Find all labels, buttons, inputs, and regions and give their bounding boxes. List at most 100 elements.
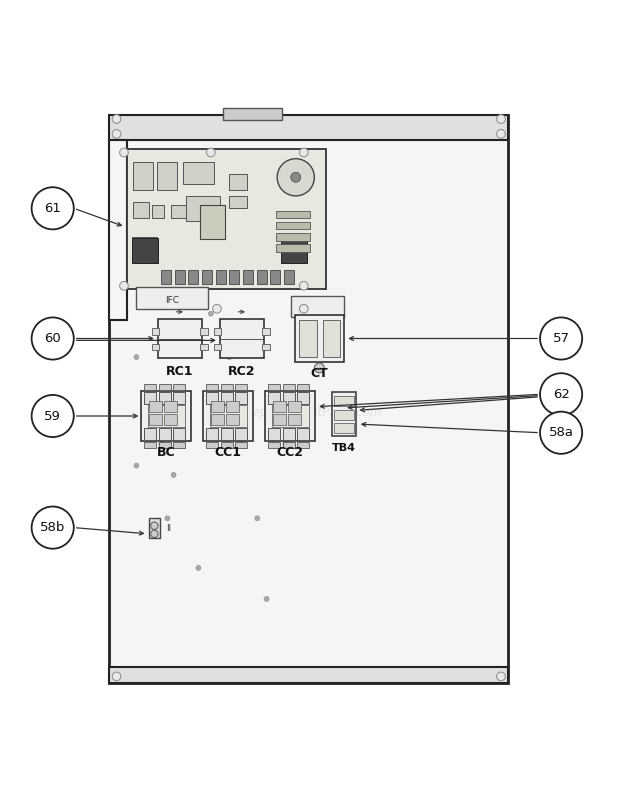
Bar: [152, 205, 164, 218]
Circle shape: [151, 530, 158, 537]
Circle shape: [497, 672, 505, 681]
Bar: [144, 384, 156, 390]
Bar: [157, 162, 177, 190]
Text: eReplacementParts.com: eReplacementParts.com: [238, 406, 382, 420]
Bar: [206, 429, 218, 440]
Bar: [159, 392, 171, 404]
Bar: [161, 270, 171, 284]
Circle shape: [32, 395, 74, 437]
Text: CC2: CC2: [277, 446, 304, 460]
Circle shape: [171, 473, 176, 477]
Bar: [216, 270, 226, 284]
Circle shape: [32, 317, 74, 360]
Bar: [281, 238, 307, 263]
Bar: [159, 384, 171, 390]
Bar: [174, 392, 185, 404]
Circle shape: [540, 373, 582, 416]
Text: CC1: CC1: [215, 446, 242, 460]
Circle shape: [112, 115, 121, 123]
Circle shape: [299, 148, 308, 157]
Text: 60: 60: [44, 332, 61, 345]
Circle shape: [134, 463, 139, 468]
Bar: [200, 205, 225, 239]
Circle shape: [299, 281, 308, 290]
Bar: [148, 405, 185, 427]
Bar: [265, 391, 315, 441]
Bar: [268, 384, 280, 390]
Bar: [164, 400, 177, 412]
Circle shape: [227, 355, 232, 360]
Bar: [108, 667, 508, 682]
Bar: [149, 414, 162, 425]
Bar: [211, 400, 224, 412]
Bar: [229, 174, 247, 190]
Bar: [206, 392, 218, 404]
Bar: [158, 320, 202, 358]
Text: IFC: IFC: [165, 296, 179, 304]
Text: 58b: 58b: [40, 521, 65, 534]
Text: II: II: [166, 524, 171, 533]
Bar: [229, 270, 239, 284]
Bar: [221, 429, 233, 440]
Bar: [288, 414, 301, 425]
Bar: [268, 392, 280, 404]
Bar: [159, 429, 171, 440]
Circle shape: [134, 355, 139, 360]
Bar: [262, 328, 270, 335]
Bar: [108, 115, 508, 682]
Bar: [221, 384, 233, 390]
Bar: [226, 414, 239, 425]
Circle shape: [151, 522, 158, 529]
Text: 58a: 58a: [549, 426, 574, 439]
Bar: [288, 400, 301, 412]
Circle shape: [159, 441, 164, 446]
Bar: [174, 442, 185, 449]
Text: TB4: TB4: [332, 443, 356, 453]
Circle shape: [255, 516, 260, 521]
Bar: [214, 328, 221, 335]
Bar: [108, 140, 127, 320]
Circle shape: [314, 363, 324, 373]
Text: 61: 61: [44, 202, 61, 215]
Bar: [334, 424, 354, 433]
Text: BC: BC: [157, 446, 175, 460]
Bar: [223, 108, 282, 120]
Bar: [276, 233, 310, 240]
Bar: [214, 344, 221, 350]
Text: RC1: RC1: [166, 364, 193, 377]
Circle shape: [112, 130, 121, 139]
Circle shape: [213, 304, 221, 313]
Bar: [132, 237, 157, 261]
Bar: [236, 384, 247, 390]
Bar: [133, 162, 153, 190]
Bar: [132, 238, 158, 263]
Bar: [283, 442, 295, 449]
Circle shape: [277, 159, 314, 196]
Bar: [291, 296, 344, 317]
Circle shape: [301, 355, 306, 360]
Bar: [298, 429, 309, 440]
Bar: [159, 442, 171, 449]
Bar: [203, 391, 253, 441]
Circle shape: [497, 130, 505, 139]
Bar: [141, 391, 191, 441]
Text: CT: CT: [311, 367, 328, 380]
Bar: [268, 442, 280, 449]
Bar: [272, 405, 309, 427]
Bar: [149, 400, 162, 412]
Circle shape: [165, 516, 170, 521]
Bar: [149, 518, 160, 538]
Bar: [332, 392, 356, 437]
Bar: [283, 392, 295, 404]
Bar: [298, 392, 309, 404]
Bar: [276, 244, 310, 252]
Bar: [175, 270, 185, 284]
Bar: [236, 429, 247, 440]
Bar: [174, 429, 185, 440]
Circle shape: [120, 148, 128, 157]
Bar: [229, 196, 247, 208]
Bar: [144, 429, 156, 440]
Bar: [206, 384, 218, 390]
Bar: [283, 429, 295, 440]
Bar: [174, 384, 185, 390]
